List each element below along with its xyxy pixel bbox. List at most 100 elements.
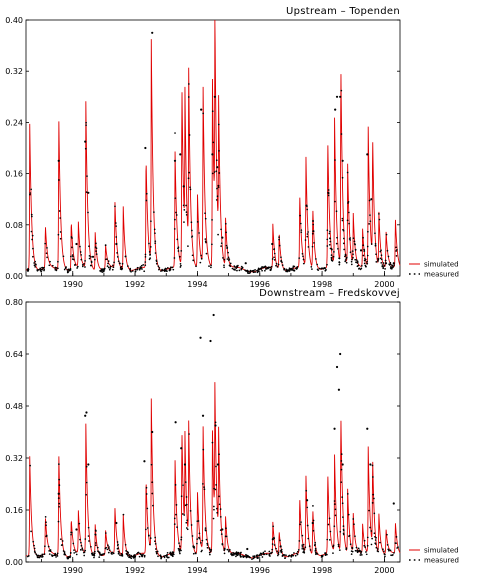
measured-point <box>151 492 154 495</box>
measured-point <box>175 503 178 506</box>
measured-point <box>80 549 82 551</box>
measured-point <box>211 153 214 156</box>
measured-point <box>347 202 349 204</box>
measured-point <box>155 548 157 550</box>
measured-point <box>224 222 227 225</box>
legend-label-measured: measured <box>424 557 459 565</box>
measured-point <box>333 503 336 505</box>
measured-point <box>84 414 87 417</box>
measured-point <box>186 519 188 522</box>
measured-point <box>379 250 382 253</box>
measured-point <box>81 265 84 268</box>
measured-point <box>79 251 82 253</box>
measured-point <box>170 266 172 269</box>
measured-point <box>95 250 97 252</box>
measured-point <box>341 176 344 179</box>
measured-point <box>342 525 345 527</box>
measured-point <box>386 249 389 252</box>
measured-point <box>352 256 354 259</box>
measured-point <box>280 548 283 551</box>
measured-point <box>46 256 48 259</box>
measured-point <box>395 250 397 252</box>
x-tick-label: 1998 <box>312 566 332 575</box>
measured-point <box>226 548 229 551</box>
measured-point <box>154 536 157 539</box>
measured-point <box>200 254 202 257</box>
measured-point <box>389 261 392 264</box>
measured-point <box>225 231 227 234</box>
measured-point <box>212 141 215 144</box>
y-tick-label: 0.32 <box>5 454 23 463</box>
measured-point <box>213 487 215 490</box>
measured-point <box>138 555 141 558</box>
measured-point <box>179 548 181 551</box>
measured-point <box>307 537 310 540</box>
measured-point <box>148 251 151 253</box>
measured-point <box>120 268 123 271</box>
measured-point <box>49 549 52 551</box>
measured-point <box>189 186 191 189</box>
x-axis: 1990 1992 1994 1996 1998 2000 <box>41 271 395 289</box>
measured-point <box>57 497 60 499</box>
measured-point <box>227 256 230 259</box>
measured-point <box>238 269 241 272</box>
measured-point <box>384 259 387 262</box>
plot-frame <box>25 19 401 277</box>
measured-point <box>342 228 344 231</box>
measured-point <box>375 536 377 539</box>
measured-point <box>107 551 110 554</box>
measured-point <box>228 550 230 553</box>
measured-point <box>183 463 187 466</box>
measured-point <box>178 551 181 553</box>
measured-point <box>392 265 394 268</box>
measured-point <box>180 536 183 539</box>
measured-point <box>155 262 158 265</box>
measured-point <box>363 544 366 547</box>
measured-point <box>242 556 245 558</box>
measured-point <box>259 552 262 555</box>
measured-point <box>158 268 160 271</box>
measured-point <box>397 546 399 548</box>
measured-point <box>200 108 203 111</box>
measured-point <box>133 554 136 557</box>
measured-point <box>223 548 226 551</box>
measured-point <box>322 267 325 270</box>
measured-point <box>356 260 359 263</box>
measured-point <box>81 264 84 266</box>
measured-point <box>342 532 345 535</box>
measured-point <box>151 430 154 434</box>
measured-point <box>166 551 169 554</box>
plot-frame <box>25 301 401 563</box>
measured-point <box>132 557 135 559</box>
measured-point <box>293 552 295 554</box>
measured-point <box>151 31 154 34</box>
measured-point <box>58 484 61 487</box>
measured-point <box>235 553 238 556</box>
measured-point <box>235 551 238 553</box>
measured-point <box>387 548 390 551</box>
measured-point <box>285 270 288 273</box>
measured-point <box>56 552 59 555</box>
measured-point <box>177 547 180 550</box>
measured-point <box>293 269 295 271</box>
measured-point <box>269 269 272 272</box>
measured-point <box>173 228 176 230</box>
measured-point <box>278 244 281 247</box>
measured-point <box>101 271 104 273</box>
measured-point <box>183 221 185 223</box>
measured-point <box>164 554 167 557</box>
measured-point <box>314 547 317 550</box>
series-layer <box>25 313 401 561</box>
measured-point <box>338 549 341 551</box>
measured-point <box>59 237 62 240</box>
measured-point <box>218 149 220 152</box>
measured-point <box>173 159 177 162</box>
measured-point <box>392 262 395 265</box>
measured-point <box>318 267 321 270</box>
measured-point <box>172 553 174 556</box>
measured-point <box>32 540 35 543</box>
measured-point <box>306 499 309 502</box>
y-tick-label: 0.24 <box>5 118 23 127</box>
measured-point <box>220 228 222 231</box>
y-tick-label: 0.16 <box>5 506 23 515</box>
